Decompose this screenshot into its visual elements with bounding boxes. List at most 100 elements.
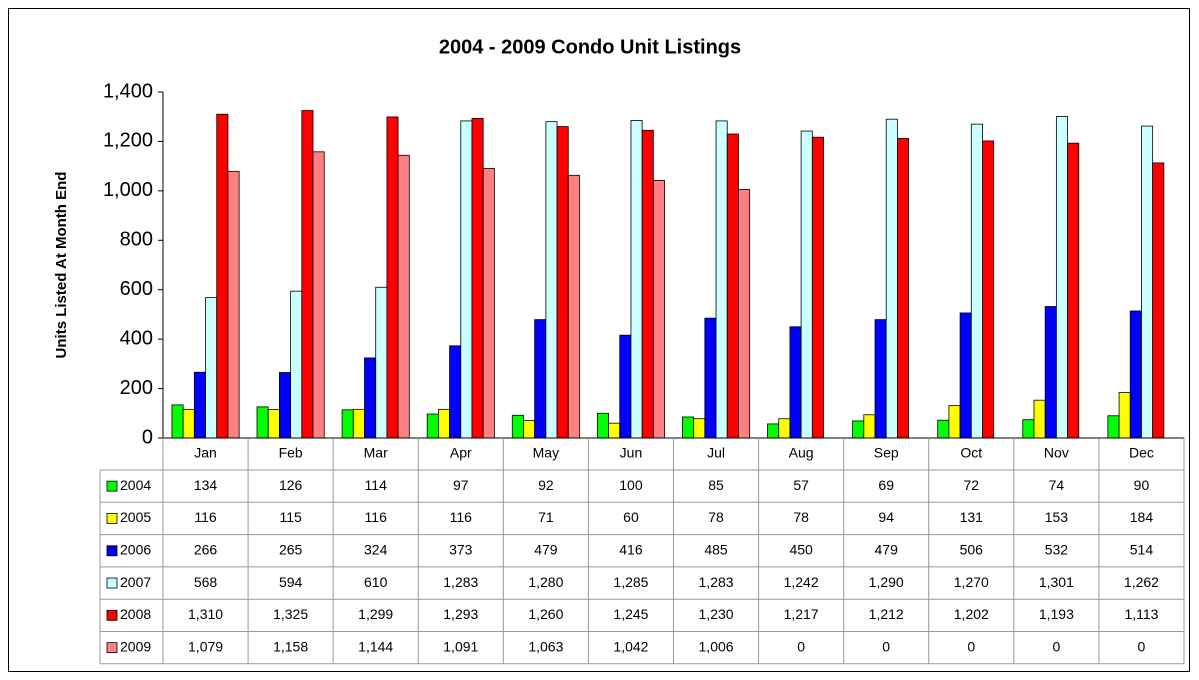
bar: [1118, 392, 1131, 439]
legend-swatch: [106, 480, 118, 492]
bar: [364, 357, 377, 439]
table-cell: 97: [453, 477, 469, 493]
bar: [726, 133, 739, 439]
table-cell: 0: [797, 638, 805, 654]
table-cell: 126: [279, 477, 303, 493]
y-tick-label: 600: [120, 278, 153, 300]
bar: [182, 408, 195, 439]
table-cell: 1,042: [613, 638, 648, 654]
x-tick-label: Oct: [960, 445, 982, 461]
table-cell: 71: [538, 509, 554, 525]
bar: [301, 110, 314, 439]
table-cell: 92: [538, 477, 554, 493]
legend-label: 2006: [120, 541, 151, 557]
x-tick-label: Jul: [707, 445, 725, 461]
table-cell: 1,006: [699, 638, 734, 654]
table-cell: 72: [964, 477, 980, 493]
bar: [426, 413, 439, 439]
table-cell: 479: [534, 541, 558, 557]
bar: [948, 405, 961, 439]
bar: [1055, 116, 1068, 439]
table-cell: 1,280: [528, 574, 563, 590]
x-tick-label: Apr: [450, 445, 472, 461]
bar: [1067, 142, 1080, 439]
table-cell: 1,299: [358, 606, 393, 622]
bar: [545, 121, 558, 439]
bar: [471, 118, 484, 439]
bar: [897, 138, 910, 439]
table-cell: 78: [793, 509, 809, 525]
table-cell: 69: [878, 477, 894, 493]
table-cell: 100: [619, 477, 643, 493]
table-cell: 85: [708, 477, 724, 493]
bar: [937, 419, 950, 439]
bar: [1129, 310, 1142, 439]
legend-swatch: [106, 609, 118, 621]
bar: [386, 116, 399, 439]
bar: [460, 120, 473, 439]
table-cell: 1,063: [528, 638, 563, 654]
bar: [290, 290, 303, 439]
bar: [1152, 162, 1165, 439]
table-cell: 184: [1130, 509, 1154, 525]
x-tick-label: Feb: [279, 445, 303, 461]
y-tick-label: 0: [142, 426, 153, 448]
bar: [778, 418, 791, 439]
bar: [693, 418, 706, 439]
table-cell: 0: [882, 638, 890, 654]
table-cell: 0: [1138, 638, 1146, 654]
x-tick-label: Sep: [874, 445, 899, 461]
legend-label: 2009: [120, 638, 151, 654]
legend-label: 2007: [120, 574, 151, 590]
bar: [523, 420, 536, 439]
bar: [800, 130, 813, 439]
bar: [1107, 415, 1120, 439]
chart-title: 2004 - 2009 Condo Unit Listings: [439, 36, 741, 58]
table-cell: 94: [878, 509, 894, 525]
bar: [397, 154, 410, 439]
table-cell: 506: [960, 541, 984, 557]
bar: [449, 345, 462, 439]
bar: [567, 174, 580, 439]
table-cell: 1,290: [869, 574, 904, 590]
table-cell: 1,260: [528, 606, 563, 622]
table-cell: 450: [789, 541, 813, 557]
table-cell: 1,158: [273, 638, 308, 654]
legend-swatch: [106, 545, 118, 557]
table-cell: 1,283: [443, 574, 478, 590]
bar: [1033, 399, 1046, 439]
table-cell: 1,325: [273, 606, 308, 622]
bar: [970, 123, 983, 439]
bar: [534, 319, 547, 439]
bar: [482, 167, 495, 439]
bar: [767, 423, 780, 439]
bar: [205, 297, 218, 439]
bar: [885, 118, 898, 439]
bar: [874, 319, 887, 439]
bar: [556, 126, 569, 439]
table-cell: 0: [1052, 638, 1060, 654]
table-cell: 134: [194, 477, 218, 493]
table-cell: 153: [1045, 509, 1069, 525]
table-cell: 373: [449, 541, 473, 557]
table-cell: 1,217: [784, 606, 819, 622]
table-cell: 1,202: [954, 606, 989, 622]
table-cell: 1,301: [1039, 574, 1074, 590]
table-cell: 266: [194, 541, 218, 557]
table-cell: 116: [450, 509, 473, 525]
table-cell: 1,293: [443, 606, 478, 622]
table-cell: 90: [1134, 477, 1150, 493]
legend-label: 2005: [120, 509, 151, 525]
table-cell: 1,193: [1039, 606, 1074, 622]
legend-label: 2008: [120, 606, 151, 622]
bar: [267, 409, 280, 439]
table-cell: 416: [619, 541, 643, 557]
legend-swatch: [106, 577, 118, 589]
table-cell: 1,242: [784, 574, 819, 590]
chart-border: [8, 8, 1190, 672]
table-cell: 116: [365, 509, 388, 525]
bar: [193, 371, 206, 439]
x-tick-label: Aug: [789, 445, 814, 461]
bar: [652, 180, 665, 439]
